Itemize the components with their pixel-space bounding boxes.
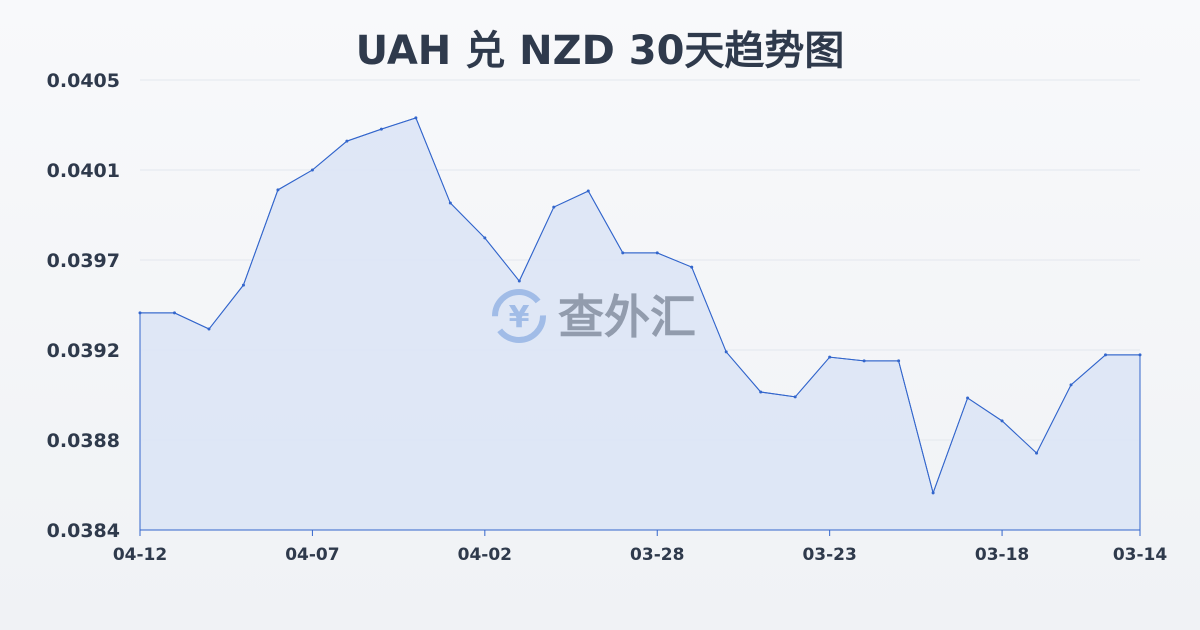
data-points xyxy=(138,116,1142,495)
y-tick-label: 0.0384 xyxy=(47,520,120,542)
x-tick-label: 03-23 xyxy=(802,545,856,565)
data-point xyxy=(897,359,901,363)
exchange-icon xyxy=(492,289,546,343)
chart-title: UAH 兑 NZD 30天趋势图 xyxy=(355,28,845,74)
x-tick-label: 03-14 xyxy=(1113,545,1168,565)
y-tick-label: 0.0388 xyxy=(47,430,120,452)
data-point xyxy=(862,359,866,363)
x-tick-label: 04-02 xyxy=(458,545,512,565)
y-tick-label: 0.0401 xyxy=(47,160,120,182)
x-tick-label: 04-12 xyxy=(113,545,167,565)
data-point xyxy=(759,390,763,394)
data-point xyxy=(276,188,280,192)
data-point xyxy=(586,189,590,193)
yen-icon: ¥ xyxy=(509,300,530,335)
data-point xyxy=(448,201,452,205)
x-tick-label: 03-28 xyxy=(630,545,684,565)
data-point xyxy=(483,236,487,240)
data-point xyxy=(517,279,521,283)
y-tick-label: 0.0392 xyxy=(47,340,120,362)
watermark: ¥ 查外汇 xyxy=(492,289,696,344)
data-point xyxy=(1069,383,1073,387)
watermark-text: 查外汇 xyxy=(558,290,696,344)
data-point xyxy=(172,311,176,315)
data-point xyxy=(1138,353,1142,357)
data-point xyxy=(621,251,625,255)
data-point xyxy=(379,127,383,131)
data-point xyxy=(793,395,797,399)
data-point xyxy=(724,350,728,354)
y-tick-label: 0.0405 xyxy=(47,70,120,92)
data-point xyxy=(414,116,418,120)
data-point xyxy=(828,355,832,359)
data-point xyxy=(310,168,314,172)
data-point xyxy=(552,205,556,209)
data-point xyxy=(1035,451,1039,455)
data-point xyxy=(241,283,245,287)
x-tick-label: 04-07 xyxy=(285,545,339,565)
data-point xyxy=(138,311,142,315)
data-point xyxy=(931,491,935,495)
series-line xyxy=(140,117,1140,495)
data-point xyxy=(345,139,349,143)
data-point xyxy=(966,396,970,400)
data-point xyxy=(690,265,694,269)
y-tick-label: 0.0397 xyxy=(47,250,120,272)
data-point xyxy=(207,327,211,331)
data-point xyxy=(1000,419,1004,423)
data-point xyxy=(655,251,659,255)
data-point xyxy=(1104,353,1108,357)
x-tick-label: 03-18 xyxy=(975,545,1029,565)
